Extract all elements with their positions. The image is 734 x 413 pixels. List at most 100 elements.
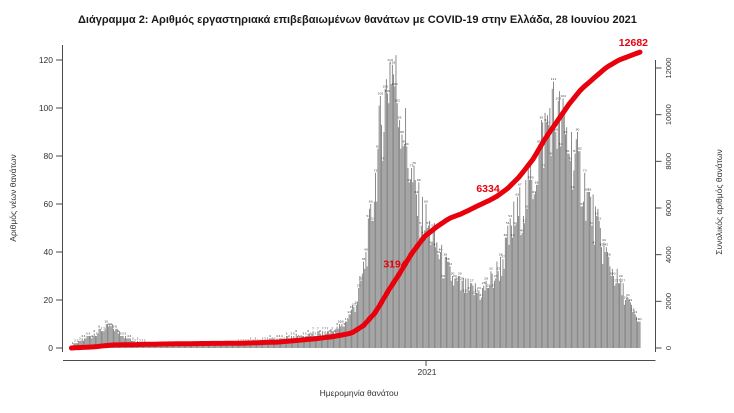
bar-value-label: 3 [274,336,276,340]
bar [174,345,176,348]
bar-value-label: 108 [382,84,388,88]
bar [92,336,94,348]
bar-value-label: 109 [392,82,398,86]
bar [452,276,453,348]
bar-value-label: 5 [290,332,292,336]
bar [353,307,355,348]
bar [604,252,606,348]
bar-value-label: 51 [419,221,423,225]
bar [108,326,110,348]
bar [187,345,189,348]
bar [216,345,218,348]
bar [519,187,521,348]
bar [149,345,150,348]
bar-value-label: 28 [455,276,459,280]
bar [369,208,370,348]
bar [218,345,220,348]
bar [152,345,154,348]
bar [379,96,381,348]
bar [393,74,395,349]
bar [473,295,475,348]
bar [447,261,449,348]
bar [450,280,452,348]
bar [602,264,604,348]
bar-value-label: 105 [378,92,384,96]
bar [180,345,182,348]
bar-value-label: 81 [573,149,577,153]
bar [325,333,327,348]
bar [509,218,511,348]
bar [430,244,432,348]
chart-title: Διάγραμμα 2: Αριθμός εργαστηριακά επιβεβ… [78,14,637,26]
bar-value-label: 3 [137,336,139,340]
bar-value-label: 25 [487,284,491,288]
bar-value-label: 84 [559,142,563,146]
bar [171,345,173,348]
bar-value-label: 111 [551,77,557,81]
bar [165,345,167,348]
bar [200,345,202,348]
bar [321,336,322,348]
bar [461,280,463,348]
bar [629,302,631,348]
bar [498,280,500,348]
bar-value-label: 3 [262,336,264,340]
y-left-tick-label: 0 [48,343,53,353]
bar-value-label: 7 [317,327,319,331]
bar-value-label: 69 [417,178,421,182]
bar-value-label: 21 [626,293,630,297]
bar [391,64,393,349]
bar [413,165,415,348]
bar [384,88,386,349]
bar [562,98,564,349]
bar [90,336,92,348]
bar-value-label: 2 [139,339,141,343]
bar [378,105,380,348]
bar [98,328,100,348]
bar [426,228,428,348]
bar [252,343,254,348]
bar-value-label: 51 [506,221,510,225]
bar [197,345,199,348]
bar-value-label: 2 [144,339,146,343]
bar [546,115,548,348]
bar-value-label: 6 [329,329,331,333]
bar [168,345,170,348]
bar-value-label: 95 [398,116,402,120]
bar [497,271,499,348]
bar [478,290,480,348]
bar [375,172,376,348]
bar [622,283,624,348]
bar [581,206,583,348]
bar [185,345,187,348]
bar-value-label: 78 [381,156,385,160]
bar [431,242,433,348]
bar [259,343,261,348]
milestone-annotation: 3194 [383,259,407,271]
bar [491,273,493,348]
bar [471,283,473,348]
bar [206,345,208,348]
bar [208,345,209,348]
bar [634,314,636,348]
bar-value-label: 14 [633,310,637,314]
bar [104,328,106,348]
bar [453,285,455,348]
bar [205,345,207,348]
bar [458,276,459,348]
bar [406,146,408,348]
bar [443,278,445,348]
y-right-tick-label: 6000 [664,200,673,217]
bar [387,93,389,348]
bar-value-label: 51 [513,221,517,225]
bar [599,228,601,348]
bar-value-label: 40 [364,248,368,252]
bar-value-label: 90 [554,128,558,132]
bar [456,280,458,348]
bar [121,336,123,348]
bar-value-label: 5 [122,332,124,336]
bar [114,331,116,348]
bar-value-label: 47 [422,231,426,235]
bar [86,336,88,348]
